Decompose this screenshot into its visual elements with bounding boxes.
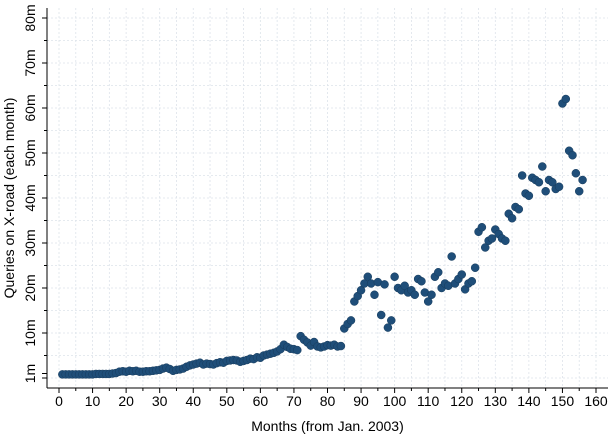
data-point xyxy=(518,172,526,180)
data-point xyxy=(384,324,392,332)
x-tick-label: 140 xyxy=(517,393,541,409)
y-tick-label: 60m xyxy=(22,94,38,121)
x-tick-label: 30 xyxy=(152,393,168,409)
data-point xyxy=(417,277,425,285)
y-tick-label: 20m xyxy=(22,274,38,301)
y-tick-label: 1m xyxy=(22,364,38,383)
y-tick-label: 70m xyxy=(22,49,38,76)
x-tick-label: 90 xyxy=(353,393,369,409)
y-axis-title: Queries on X-road (each month) xyxy=(1,98,17,299)
data-point xyxy=(501,237,509,245)
data-point xyxy=(347,316,355,324)
x-tick-label: 100 xyxy=(383,393,407,409)
x-tick-label: 70 xyxy=(286,393,302,409)
data-point xyxy=(508,214,516,222)
data-point xyxy=(572,169,580,177)
data-point xyxy=(575,187,583,195)
data-point xyxy=(555,183,563,191)
x-tick-label: 10 xyxy=(85,393,101,409)
x-tick-label: 160 xyxy=(584,393,608,409)
x-tick-label: 130 xyxy=(484,393,508,409)
y-tick-label: 10m xyxy=(22,319,38,346)
data-point xyxy=(488,235,496,243)
data-point xyxy=(538,163,546,171)
x-tick-label: 20 xyxy=(118,393,134,409)
x-tick-label: 110 xyxy=(417,393,440,409)
y-tick-label: 30m xyxy=(22,229,38,256)
data-point xyxy=(569,151,577,159)
data-point xyxy=(562,95,570,103)
data-point xyxy=(293,346,301,354)
x-tick-label: 0 xyxy=(55,393,63,409)
x-tick-label: 120 xyxy=(450,393,474,409)
data-point xyxy=(478,223,486,231)
data-point xyxy=(391,273,399,281)
data-point xyxy=(448,253,456,261)
data-point xyxy=(579,176,587,184)
data-point xyxy=(468,277,476,285)
data-point xyxy=(387,316,395,324)
y-tick-label: 40m xyxy=(22,184,38,211)
data-point xyxy=(428,291,436,299)
data-point xyxy=(515,205,523,213)
data-point xyxy=(434,268,442,276)
data-point xyxy=(535,178,543,186)
data-point xyxy=(337,342,345,350)
data-point xyxy=(525,192,533,200)
data-point xyxy=(377,311,385,319)
x-tick-label: 60 xyxy=(253,393,269,409)
y-tick-label: 80m xyxy=(22,4,38,31)
data-point xyxy=(381,280,389,288)
x-tick-label: 40 xyxy=(185,393,201,409)
y-tick-label: 50m xyxy=(22,139,38,166)
data-point xyxy=(458,271,466,279)
data-point xyxy=(411,291,419,299)
x-tick-label: 80 xyxy=(320,393,336,409)
data-point xyxy=(370,291,378,299)
x-axis-title: Months (from Jan. 2003) xyxy=(251,418,404,434)
data-point xyxy=(471,264,479,272)
x-tick-label: 150 xyxy=(551,393,575,409)
x-tick-label: 50 xyxy=(219,393,235,409)
data-point xyxy=(542,187,550,195)
